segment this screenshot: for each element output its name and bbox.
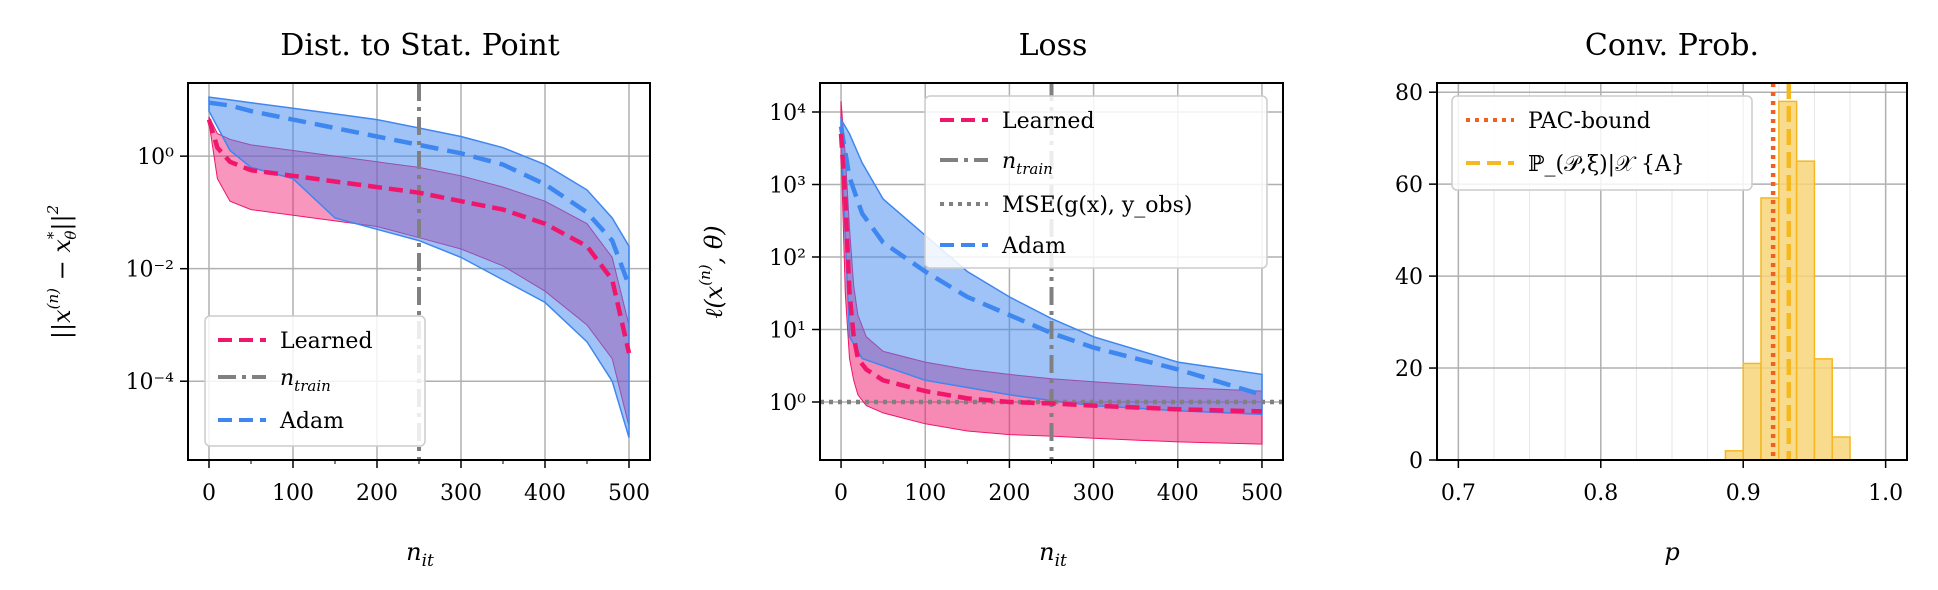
axes-frame (819, 82, 1284, 461)
x-tick-label: 0.8 (1583, 481, 1618, 506)
y-axis-label: ||x(n) − x*θ||2 (44, 205, 80, 339)
adam-line (208, 100, 632, 287)
y-tick-label: 60 (1395, 173, 1423, 198)
y-tick-label: 10⁴ (769, 101, 806, 126)
adam-band (840, 116, 1263, 416)
y-tick-label: 10⁰ (769, 391, 806, 416)
panel-title: Loss (1019, 28, 1088, 63)
x-tick-label: 0.7 (1441, 481, 1476, 506)
y-axis-label: ℓ(x(n), θ) (696, 225, 728, 318)
legend-box (924, 95, 1268, 269)
legend-label: Learned (280, 329, 373, 354)
y-tick-label: 10⁰ (137, 145, 174, 170)
x-tick-label: 0.9 (1726, 481, 1761, 506)
x-tick-label: 1.0 (1868, 481, 1903, 506)
legend-label: ℙ_(𝒫,ξ)|𝒳 {A} (1528, 152, 1685, 177)
tick-labels: 0.7 0.8 0.9 1.0 0 20 40 60 80 (1395, 81, 1903, 506)
learned-line (838, 133, 1263, 414)
legend-box (1451, 95, 1753, 191)
x-tick-label: 200 (356, 481, 398, 506)
x-tick-label: 500 (1241, 481, 1283, 506)
x-axis-label: nit (406, 538, 434, 571)
legend-label: PAC-bound (1528, 109, 1651, 134)
legend-label: Adam (279, 409, 344, 434)
x-tick-label: 400 (524, 481, 566, 506)
y-tick-label: 20 (1395, 357, 1423, 382)
y-tick-label: 0 (1409, 449, 1423, 474)
histogram-bar (1831, 436, 1851, 461)
plot-area (820, 83, 1283, 460)
legend-box (204, 315, 426, 447)
y-tick-label: 10¹ (769, 319, 806, 344)
y-tick-label: 10³ (769, 174, 806, 199)
y-tick-label: 10² (769, 246, 806, 271)
x-tick-label: 0 (202, 481, 216, 506)
x-tick-label: 100 (272, 481, 314, 506)
legend-label: MSE(g(x), y_obs) (1002, 193, 1193, 218)
x-axis-label: p (1664, 538, 1679, 566)
x-tick-label: 500 (608, 481, 650, 506)
legend-label: Learned (1002, 109, 1095, 134)
x-tick-label: 0 (834, 481, 848, 506)
x-axis-label: nit (1039, 538, 1067, 571)
panel-title: Dist. to Stat. Point (280, 28, 559, 63)
panel-loss: Loss 0 100 200 300 400 500 10⁰ 10¹ 10² 10³ 10⁴ nit… (696, 28, 1284, 571)
histogram-bar (1795, 160, 1816, 461)
tick-labels: 0 100 200 300 400 500 10⁰ 10¹ 10² 10³ 10⁴ (769, 101, 1283, 506)
histogram-bar (1760, 197, 1780, 461)
learned-line (206, 118, 632, 354)
adam-line (838, 126, 1263, 397)
y-tick-label: 40 (1395, 265, 1423, 290)
panel-title: Conv. Prob. (1585, 28, 1759, 63)
histogram-bar (1724, 450, 1744, 461)
legend: PAC-bound ℙ_(𝒫,ξ)|𝒳 {A} (1451, 95, 1753, 191)
tick-labels: 0 100 200 300 400 500 10⁰ 10⁻² 10⁻⁴ (126, 145, 650, 506)
x-tick-label: 300 (1073, 481, 1115, 506)
y-tick-label: 80 (1395, 81, 1423, 106)
y-tick-label: 10⁻² (126, 258, 174, 283)
axes-frame (1436, 82, 1908, 461)
y-tick-label: 10⁻⁴ (126, 370, 175, 395)
x-tick-label: 100 (904, 481, 946, 506)
x-tick-label: 400 (1157, 481, 1199, 506)
plot-area (206, 83, 632, 460)
histogram-bar (1813, 358, 1833, 461)
adam-band (208, 96, 630, 438)
x-tick-label: 300 (440, 481, 482, 506)
panel-distance: Dist. to Stat. Point 0 100 200 300 400 500 10⁰… (44, 28, 651, 571)
panel-conv-prob: Conv. Prob. 0.7 0.8 0.9 1.0 0 20 40 60 80 p PAC-… (1395, 28, 1908, 566)
x-tick-label: 200 (988, 481, 1030, 506)
axes-frame (187, 82, 651, 461)
legend-label: Adam (1001, 234, 1066, 259)
histogram-bar (1742, 362, 1762, 461)
